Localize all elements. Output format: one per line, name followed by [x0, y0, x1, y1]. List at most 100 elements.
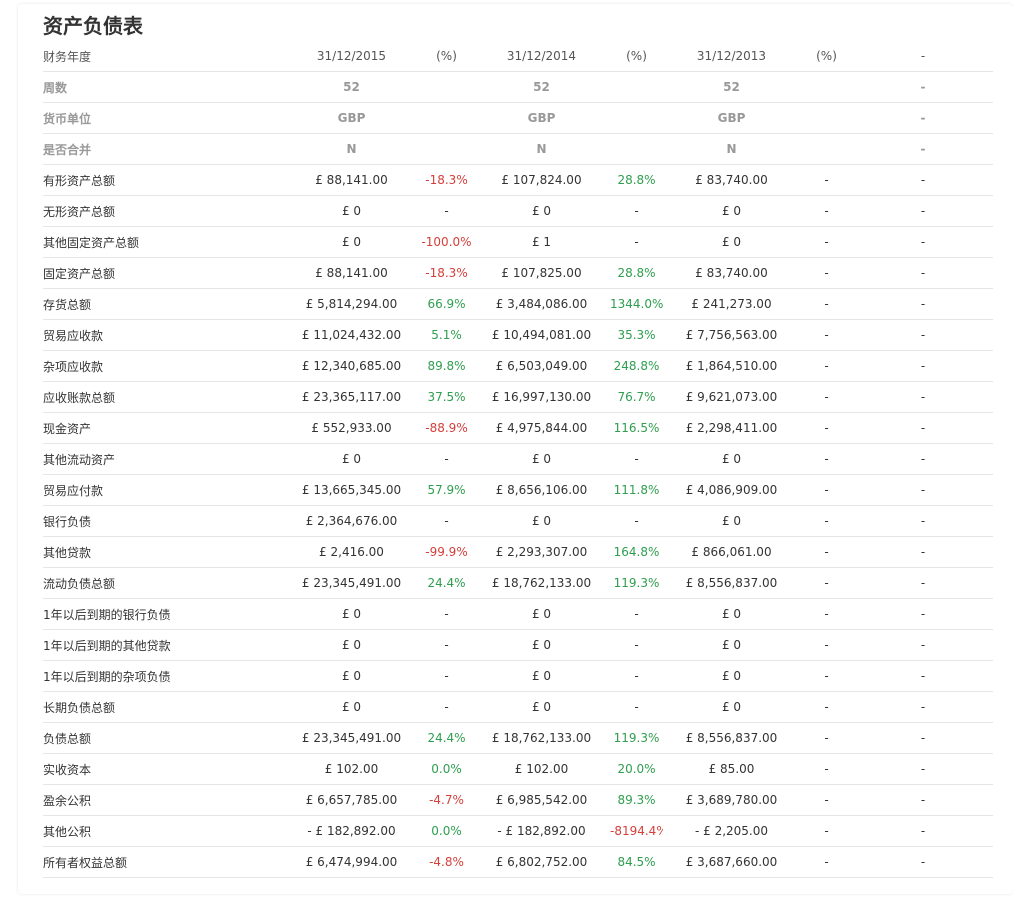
- extra-cell: -: [853, 288, 993, 320]
- change-2013: -: [800, 319, 853, 351]
- meta-cell: [610, 133, 663, 165]
- change-2015: 0.0%: [420, 815, 473, 847]
- value-2015: £ 0: [283, 691, 420, 723]
- table-row: 实收资本 £ 102.00 0.0% £ 102.00 20.0% £ 85.00- -: [43, 753, 993, 785]
- meta-cell: -: [853, 102, 993, 134]
- table-row: 其他贷款 £ 2,416.00 -99.9% £ 2,293,307.00 164.8%…: [43, 536, 993, 568]
- value-2013: £ 0: [663, 505, 800, 537]
- meta-cell: [800, 102, 853, 134]
- value-2013: £ 4,086,909.00: [663, 474, 800, 506]
- change-2014: 28.8%: [610, 257, 663, 289]
- value-2015: £ 5,814,294.00: [283, 288, 420, 320]
- meta-cell: [610, 71, 663, 103]
- change-2014: -: [610, 505, 663, 537]
- change-2015: -: [420, 195, 473, 227]
- extra-cell: -: [853, 722, 993, 754]
- value-2014: £ 18,762,133.00: [473, 722, 610, 754]
- extra-cell: -: [853, 443, 993, 475]
- change-2014: 20.0%: [610, 753, 663, 785]
- extra-cell: -: [853, 505, 993, 537]
- row-label: 应收账款总额: [43, 381, 283, 413]
- extra-cell: -: [853, 536, 993, 568]
- value-2014: £ 0: [473, 443, 610, 475]
- table-row: 其他流动资产 £ 0- £ 0- £ 0--: [43, 443, 993, 475]
- meta-cell: [800, 71, 853, 103]
- value-2014: - £ 182,892.00: [473, 815, 610, 847]
- extra-cell: -: [853, 598, 993, 630]
- table-row: 有形资产总额 £ 88,141.00 -18.3% £ 107,824.00 28.8%…: [43, 164, 993, 196]
- change-2013: -: [800, 505, 853, 537]
- meta-row: 周数 52 52 52-: [43, 71, 993, 103]
- change-2015: -4.7%: [420, 784, 473, 816]
- value-2013: £ 8,556,837.00: [663, 567, 800, 599]
- table-row: 无形资产总额 £ 0- £ 0- £ 0--: [43, 195, 993, 227]
- header-col: 31/12/2013: [663, 41, 800, 72]
- meta-cell: GBP: [473, 102, 610, 134]
- extra-cell: -: [853, 629, 993, 661]
- table-row: 负债总额 £ 23,345,491.00 24.4% £ 18,762,133.00 1…: [43, 722, 993, 754]
- value-2014: £ 4,975,844.00: [473, 412, 610, 444]
- value-2015: £ 12,340,685.00: [283, 350, 420, 382]
- table-row: 其他公积 - £ 182,892.00 0.0% - £ 182,892.00 -819…: [43, 815, 993, 847]
- change-2015: -: [420, 505, 473, 537]
- row-label: 有形资产总额: [43, 164, 283, 196]
- change-2014: 1344.0%: [610, 288, 663, 320]
- header-col: -: [853, 41, 993, 72]
- change-2013: -: [800, 288, 853, 320]
- change-2014: 119.3%: [610, 722, 663, 754]
- value-2013: £ 83,740.00: [663, 164, 800, 196]
- meta-cell: GBP: [283, 102, 420, 134]
- value-2015: - £ 182,892.00: [283, 815, 420, 847]
- row-label: 其他贷款: [43, 536, 283, 568]
- header-col: (%): [610, 41, 663, 72]
- value-2013: - £ 2,205.00: [663, 815, 800, 847]
- extra-cell: -: [853, 412, 993, 444]
- balance-sheet-card: 资产负债表 财务年度 31/12/2015 (%) 31/12/2014 (%)…: [18, 4, 1013, 894]
- row-label: 盈余公积: [43, 784, 283, 816]
- meta-cell: N: [473, 133, 610, 165]
- change-2015: 37.5%: [420, 381, 473, 413]
- meta-cell: [800, 133, 853, 165]
- change-2013: -: [800, 629, 853, 661]
- row-label: 杂项应收款: [43, 350, 283, 382]
- change-2013: -: [800, 257, 853, 289]
- value-2015: £ 2,416.00: [283, 536, 420, 568]
- row-label: 其他公积: [43, 815, 283, 847]
- value-2015: £ 102.00: [283, 753, 420, 785]
- table-row: 所有者权益总额 £ 6,474,994.00 -4.8% £ 6,802,752.00…: [43, 846, 993, 878]
- row-label: 货币单位: [43, 102, 283, 134]
- value-2015: £ 23,365,117.00: [283, 381, 420, 413]
- value-2013: £ 7,756,563.00: [663, 319, 800, 351]
- change-2014: -: [610, 660, 663, 692]
- change-2015: -: [420, 443, 473, 475]
- change-2013: -: [800, 536, 853, 568]
- value-2013: £ 866,061.00: [663, 536, 800, 568]
- change-2015: -100.0%: [420, 226, 473, 258]
- change-2013: -: [800, 474, 853, 506]
- extra-cell: -: [853, 226, 993, 258]
- row-label: 其他流动资产: [43, 443, 283, 475]
- table-row: 其他固定资产总额 £ 0 -100.0% £ 1- £ 0--: [43, 226, 993, 258]
- change-2013: -: [800, 753, 853, 785]
- row-label: 固定资产总额: [43, 257, 283, 289]
- value-2015: £ 6,657,785.00: [283, 784, 420, 816]
- table-row: 1年以后到期的银行负债 £ 0- £ 0- £ 0--: [43, 598, 993, 630]
- meta-cell: [420, 133, 473, 165]
- extra-cell: -: [853, 164, 993, 196]
- row-label: 周数: [43, 71, 283, 103]
- change-2013: -: [800, 350, 853, 382]
- change-2014: -: [610, 629, 663, 661]
- row-label: 负债总额: [43, 722, 283, 754]
- change-2013: -: [800, 567, 853, 599]
- table-row: 杂项应收款 £ 12,340,685.00 89.8% £ 6,503,049.00 2…: [43, 350, 993, 382]
- change-2015: -: [420, 598, 473, 630]
- table-row: 银行负债 £ 2,364,676.00- £ 0- £ 0--: [43, 505, 993, 537]
- value-2015: £ 13,665,345.00: [283, 474, 420, 506]
- value-2013: £ 85.00: [663, 753, 800, 785]
- change-2015: 57.9%: [420, 474, 473, 506]
- change-2014: 164.8%: [610, 536, 663, 568]
- table-row: 流动负债总额 £ 23,345,491.00 24.4% £ 18,762,133.0…: [43, 567, 993, 599]
- header-row: 财务年度 31/12/2015 (%) 31/12/2014 (%) 31/12…: [43, 41, 993, 72]
- change-2013: -: [800, 381, 853, 413]
- value-2014: £ 18,762,133.00: [473, 567, 610, 599]
